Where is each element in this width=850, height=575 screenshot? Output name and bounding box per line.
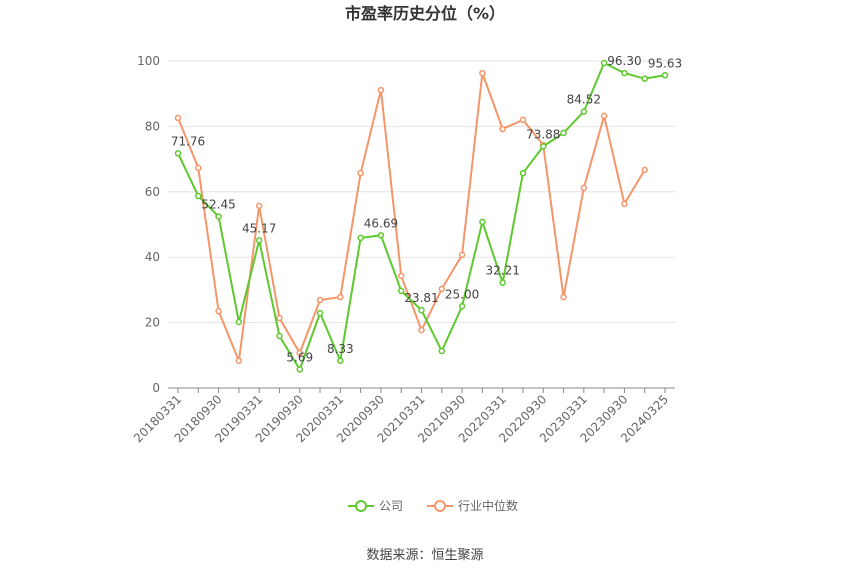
data-point: [621, 69, 628, 77]
data-point: [377, 232, 385, 239]
data-point: [479, 218, 486, 226]
data-point: [255, 202, 263, 210]
data-label: 25.00: [445, 287, 479, 301]
data-point: [600, 112, 608, 120]
data-point: [357, 234, 364, 242]
data-label: 23.81: [404, 291, 438, 305]
data-point: [499, 279, 506, 286]
data-label: 46.69: [364, 216, 398, 230]
data-point: [661, 72, 669, 79]
legend-item: 行业中位数: [427, 498, 518, 513]
data-point: [519, 169, 527, 177]
legend-marker: [355, 500, 367, 512]
data-label: 52.45: [201, 197, 235, 211]
legend-item: 公司: [348, 499, 403, 513]
data-point: [337, 357, 344, 365]
data-point: [235, 318, 243, 326]
data-point: [560, 129, 567, 137]
data-point: [276, 332, 283, 340]
data-point: [479, 69, 486, 77]
y-tick-label: 60: [145, 185, 160, 199]
data-point: [174, 150, 182, 157]
data-point: [641, 166, 648, 174]
data-point: [316, 309, 324, 317]
source-note: 数据来源：恒生聚源: [366, 548, 483, 563]
data-point: [418, 306, 425, 314]
data-point: [195, 192, 202, 200]
data-point: [519, 116, 527, 124]
y-tick-label: 100: [137, 54, 160, 68]
y-tick-label: 0: [152, 381, 160, 395]
y-tick-label: 80: [145, 119, 160, 133]
series-line: [177, 72, 646, 365]
data-point: [337, 293, 344, 301]
data-point: [377, 86, 385, 94]
data-label: 8.33: [327, 342, 354, 356]
data-point: [580, 108, 588, 115]
data-label: 95.63: [648, 56, 682, 70]
data-point: [397, 287, 405, 295]
data-point: [296, 349, 303, 357]
data-point: [195, 164, 202, 172]
chart-title: 市盈率历史分位（%）: [345, 4, 505, 23]
data-point: [316, 296, 324, 304]
data-point: [438, 347, 446, 355]
data-point: [560, 293, 567, 301]
data-point: [174, 114, 182, 122]
legend-label: 公司: [379, 499, 403, 513]
data-label: 71.76: [171, 134, 205, 148]
data-point: [641, 75, 648, 82]
data-label: 73.88: [526, 127, 560, 141]
data-point: [397, 272, 405, 280]
data-point: [235, 357, 243, 365]
data-point: [418, 326, 425, 334]
data-point: [621, 200, 628, 208]
data-point: [540, 143, 547, 150]
data-point: [458, 251, 466, 259]
data-label: 5.69: [286, 350, 313, 364]
data-label: 84.52: [567, 93, 601, 107]
data-point: [499, 125, 506, 133]
y-tick-label: 40: [145, 250, 160, 264]
y-tick-label: 20: [145, 316, 160, 330]
data-point: [580, 184, 588, 192]
data-point: [215, 213, 222, 220]
data-label: 45.17: [242, 221, 276, 235]
data-point: [357, 169, 364, 177]
data-label: 32.21: [485, 264, 519, 278]
data-point: [276, 314, 283, 322]
data-point: [458, 303, 466, 310]
data-point: [438, 285, 446, 293]
series-line: [177, 61, 666, 372]
legend-label: 行业中位数: [458, 498, 518, 513]
legend-marker: [434, 500, 447, 512]
data-label: 96.30: [607, 54, 641, 68]
data-point: [600, 59, 608, 67]
data-point: [215, 307, 222, 315]
data-point: [296, 366, 303, 373]
data-point: [255, 237, 263, 244]
